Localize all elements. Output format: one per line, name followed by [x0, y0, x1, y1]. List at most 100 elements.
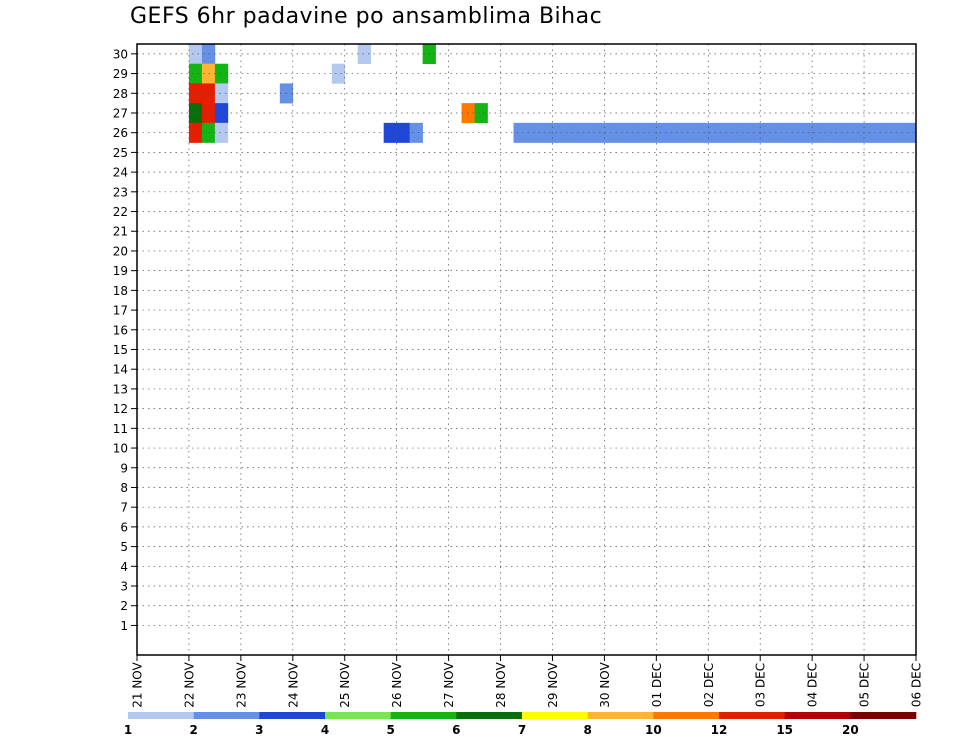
x-tick-label: 04 DEC	[806, 663, 820, 707]
legend-swatch	[259, 712, 326, 719]
heatmap-cell	[825, 122, 839, 143]
heatmap-cell	[331, 63, 346, 84]
heatmap-cell	[877, 122, 891, 143]
x-tick-label: 21 NOV	[131, 661, 145, 707]
y-tick-label: 22	[113, 205, 128, 219]
x-tick-label: 30 NOV	[598, 661, 612, 707]
x-tick-label: 01 DEC	[650, 663, 664, 707]
y-tick-label: 23	[113, 185, 128, 199]
heatmap-cell	[812, 122, 826, 143]
x-tick-label: 26 NOV	[390, 661, 404, 707]
heatmap-cell	[188, 63, 203, 84]
legend-swatch	[653, 712, 720, 719]
y-tick-label: 21	[113, 225, 128, 239]
legend-swatch	[128, 712, 194, 719]
legend: 1 2 3 4 5 6 7 8 10 12 15 20	[124, 712, 917, 737]
y-tick-label: 18	[113, 284, 128, 298]
heatmap-cell	[188, 44, 203, 65]
heatmap-cell	[682, 122, 696, 143]
legend-swatch	[390, 712, 457, 719]
heatmap-cell	[214, 103, 229, 124]
legend-swatch	[587, 712, 654, 719]
y-tick-label: 19	[113, 264, 128, 278]
chart-title: GEFS 6hr padavine po ansamblima Bihac	[130, 4, 603, 29]
heatmap-cell	[474, 103, 488, 124]
y-tick-label: 11	[113, 422, 128, 436]
x-tick-label: 06 DEC	[910, 663, 924, 707]
y-tick-label: 16	[113, 323, 128, 337]
heatmap-cell	[903, 122, 917, 143]
y-tick-label: 12	[113, 402, 128, 416]
legend-swatch	[456, 712, 523, 719]
heatmap-cell	[539, 122, 553, 143]
legend-label: 20	[842, 723, 859, 737]
x-tick-label: 05 DEC	[858, 663, 872, 707]
legend-label: 7	[518, 723, 526, 737]
heatmap-cell	[721, 122, 735, 143]
heatmap-cell	[630, 122, 644, 143]
heatmap-cell	[760, 122, 774, 143]
legend-label: 10	[645, 723, 662, 737]
x-tick-label: 27 NOV	[442, 661, 456, 707]
y-tick-label: 26	[113, 126, 128, 140]
heatmap-cell	[669, 122, 683, 143]
heatmap-cell	[396, 122, 410, 143]
y-tick-label: 14	[113, 363, 128, 377]
legend-label: 4	[321, 723, 329, 737]
heatmap-cell	[214, 63, 229, 84]
legend-label: 3	[255, 723, 263, 737]
y-tick-label: 6	[120, 520, 128, 534]
y-tick-label: 4	[120, 560, 128, 574]
y-tick-label: 25	[113, 146, 128, 160]
y-tick-label: 10	[113, 442, 128, 456]
heatmap-cell	[513, 122, 527, 143]
x-tick-label: 02 DEC	[702, 663, 716, 707]
heatmap-cell	[214, 122, 229, 143]
y-tick-label: 8	[120, 481, 128, 495]
heatmap-cell	[188, 83, 203, 104]
legend-label: 12	[711, 723, 728, 737]
heatmap-cell	[799, 122, 813, 143]
legend-swatch	[193, 712, 260, 719]
heatmap-cell	[864, 122, 878, 143]
legend-label: 6	[452, 723, 460, 737]
x-tick-label: 29 NOV	[546, 661, 560, 707]
heatmap-cell	[773, 122, 787, 143]
heatmap-cell	[617, 122, 631, 143]
y-tick-label: 20	[113, 244, 128, 258]
x-tick-label: 23 NOV	[234, 661, 248, 707]
x-tick-label: 25 NOV	[338, 661, 352, 707]
legend-swatch	[850, 712, 917, 719]
y-tick-label: 27	[113, 106, 128, 120]
heatmap-cell	[695, 122, 709, 143]
y-tick-label: 15	[113, 343, 128, 357]
cells-layer	[188, 44, 917, 143]
y-tick-label: 7	[120, 501, 128, 515]
legend-label: 5	[386, 723, 394, 737]
heatmap-cell	[188, 122, 203, 143]
legend-swatch	[522, 712, 588, 719]
heatmap-cell	[656, 122, 670, 143]
y-tick-label: 28	[113, 87, 128, 101]
heatmap-cell	[734, 122, 748, 143]
x-tick-label: 24 NOV	[286, 661, 300, 707]
y-tick-label: 3	[120, 580, 128, 594]
y-tick-label: 5	[120, 540, 128, 554]
x-tick-label: 22 NOV	[182, 661, 196, 707]
y-tick-label: 17	[113, 304, 128, 318]
y-tick-label: 2	[120, 599, 128, 613]
legend-label: 8	[583, 723, 591, 737]
heatmap-cell	[591, 122, 605, 143]
legend-label: 15	[776, 723, 793, 737]
legend-swatch	[784, 712, 851, 719]
y-tick-label: 29	[113, 67, 128, 81]
y-tick-label: 9	[120, 461, 128, 475]
heatmap-cell	[838, 122, 852, 143]
y-tick-label: 1	[120, 619, 128, 633]
x-tick-label: 03 DEC	[754, 663, 768, 707]
heatmap-cell	[578, 122, 592, 143]
legend-swatch	[325, 712, 391, 719]
y-ticks: 1234567891011121314151617181920212223242…	[113, 47, 137, 633]
legend-label: 2	[189, 723, 197, 737]
